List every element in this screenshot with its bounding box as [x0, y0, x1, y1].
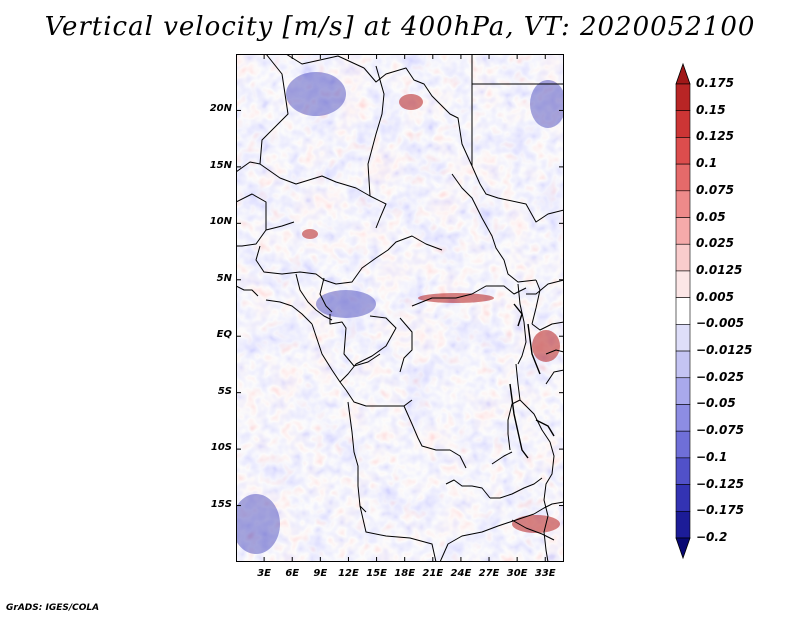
- colorbar-label: 0.175: [696, 76, 734, 90]
- y-tick-label: 20N: [209, 103, 232, 115]
- colorbar: [675, 62, 691, 560]
- colorbar-cell: [675, 510, 691, 539]
- colorbar-label: −0.05: [696, 396, 736, 411]
- colorbar-min-arrow: [675, 537, 691, 560]
- colorbar-label: −0.125: [696, 476, 745, 491]
- colorbar-cell: [675, 377, 691, 405]
- colorbar-max-arrow: [675, 62, 691, 85]
- x-tick-label: 18E: [394, 568, 416, 579]
- x-tick-label: 6E: [285, 568, 300, 579]
- colorbar-cell: [675, 110, 691, 138]
- colorbar-label: 0.15: [696, 102, 726, 117]
- x-tick-label: 21E: [422, 568, 444, 579]
- map-frame: [236, 54, 564, 562]
- colorbar-label: −0.0125: [696, 343, 753, 358]
- y-tick-label: EQ: [216, 329, 232, 341]
- colorbar-cell: [675, 404, 691, 432]
- colorbar-cell: [675, 324, 691, 352]
- colorbar-cell: [675, 270, 691, 298]
- colorbar-cell: [675, 350, 691, 379]
- x-tick-label: 12E: [338, 568, 359, 579]
- x-tick-label: 24E: [450, 568, 472, 579]
- y-tick-label: 10N: [209, 216, 232, 228]
- colorbar-label: 0.125: [696, 129, 734, 144]
- x-tick-label: 9E: [313, 568, 328, 579]
- colorbar-label: −0.1: [696, 449, 728, 464]
- map-title: Vertical velocity [m/s] at 400hPa, VT: 2…: [44, 12, 756, 42]
- colorbar-cell: [675, 137, 691, 165]
- strong-descent-patches: [236, 72, 564, 554]
- y-tick-label: 5S: [217, 385, 232, 397]
- colorbar-cell: [675, 217, 691, 245]
- y-axis-ticks: [236, 109, 564, 507]
- colorbar-cell: [675, 297, 691, 325]
- colorbar-label: 0.005: [696, 289, 734, 304]
- colorbar-label: −0.2: [696, 530, 728, 544]
- colorbar-cell: [675, 457, 691, 485]
- colorbar-label: 0.025: [696, 236, 734, 251]
- x-tick-label: 30E: [506, 568, 528, 579]
- x-tick-label: 15E: [366, 568, 387, 579]
- map-panel: [236, 54, 564, 562]
- x-tick-label: 27E: [478, 568, 500, 579]
- velocity-shading-fine: [236, 54, 564, 562]
- colorbar-label: −0.025: [696, 369, 745, 384]
- colorbar-cell: [675, 190, 691, 218]
- colorbar-label: −0.175: [696, 503, 745, 518]
- x-tick-label: 33E: [534, 568, 556, 579]
- velocity-field-map: [236, 54, 564, 562]
- y-tick-label: 10S: [210, 442, 232, 454]
- grads-credit: GrADS: IGES/COLA: [6, 603, 100, 613]
- colorbar-label: 0.05: [696, 209, 726, 224]
- x-tick-label: 3E: [257, 568, 271, 579]
- colorbar-cell: [675, 83, 691, 112]
- lake-outlines: [509, 303, 555, 459]
- colorbar-cell: [675, 430, 691, 459]
- x-axis-ticks: [263, 54, 546, 562]
- colorbar-cell: [675, 484, 691, 512]
- colorbar-cell: [675, 243, 691, 272]
- y-tick-label: 15N: [209, 159, 232, 171]
- colorbar-cell: [675, 163, 691, 192]
- country-borders: [236, 54, 564, 562]
- y-tick-label: 5N: [216, 272, 232, 284]
- colorbar-label: 0.0125: [696, 262, 743, 277]
- y-tick-label: 15S: [210, 498, 232, 510]
- colorbar-label: −0.075: [696, 423, 745, 438]
- colorbar-label: 0.075: [696, 182, 734, 197]
- colorbar-label: 0.1: [696, 156, 718, 171]
- colorbar-label: −0.005: [696, 316, 745, 331]
